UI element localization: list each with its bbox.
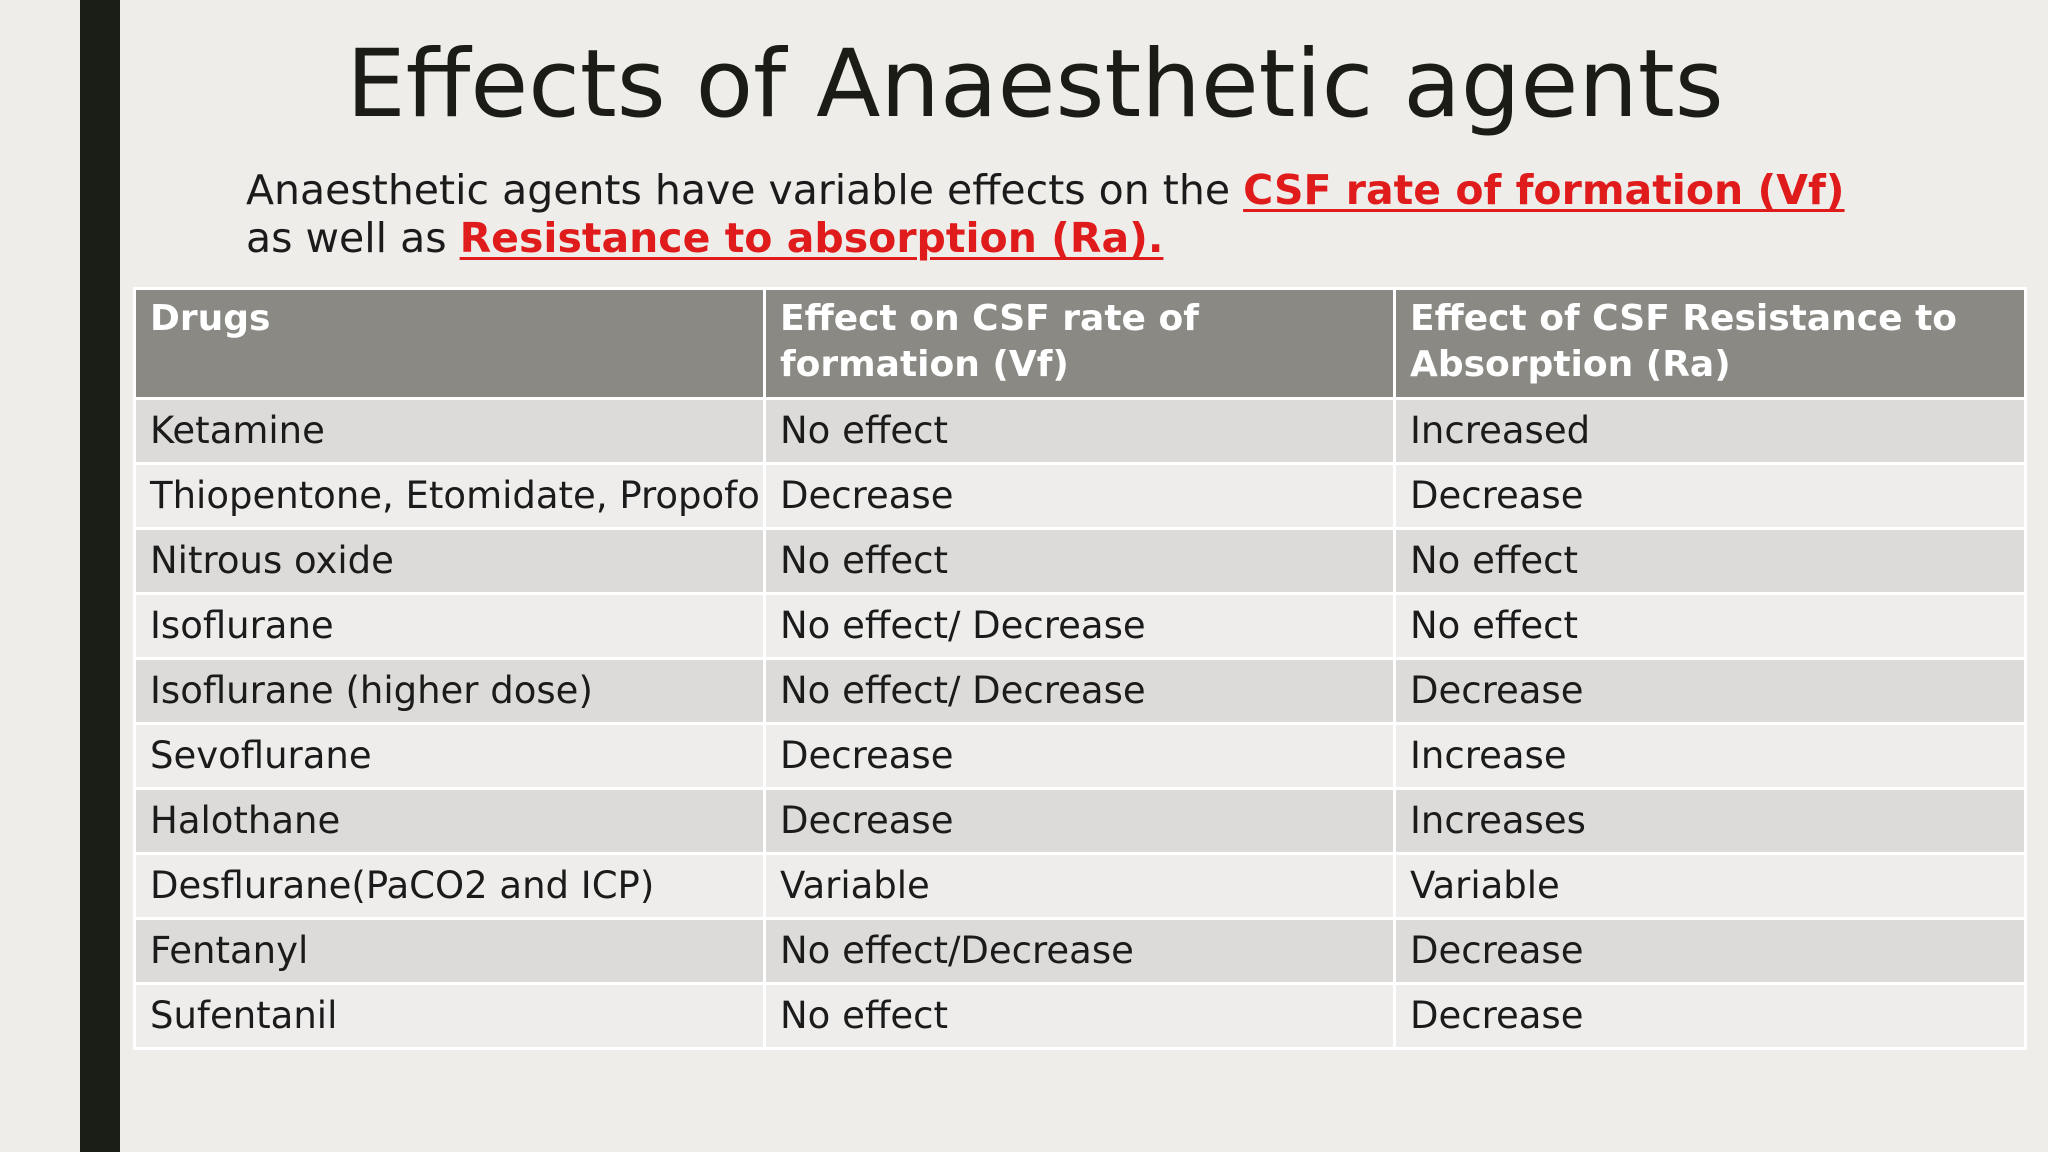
- ra-cell: Decrease: [1393, 462, 2027, 530]
- table-row: Nitrous oxide No effect No effect: [133, 527, 2027, 595]
- ra-cell: Decrease: [1393, 917, 2027, 985]
- intro-text-before: Anaesthetic agents have variable effects…: [246, 166, 1244, 214]
- intro-highlight-ra: Resistance to absorption (Ra).: [459, 214, 1164, 262]
- table-row: Halothane Decrease Increases: [133, 787, 2027, 855]
- ra-cell: Decrease: [1393, 982, 2027, 1050]
- drug-cell: Halothane: [133, 787, 766, 855]
- vf-cell: Decrease: [763, 462, 1396, 530]
- table-row: Isoflurane (higher dose) No effect/ Decr…: [133, 657, 2027, 725]
- table-row: Desflurane(PaCO2 and ICP) Variable Varia…: [133, 852, 2027, 920]
- drug-cell: Thiopentone, Etomidate, Propofol: [133, 462, 766, 530]
- header-ra-effect: Effect of CSF Resistance to Absorption (…: [1393, 287, 2027, 400]
- table-row: Fentanyl No effect/Decrease Decrease: [133, 917, 2027, 985]
- header-vf-effect: Effect on CSF rate of formation (Vf): [763, 287, 1396, 400]
- ra-cell: No effect: [1393, 592, 2027, 660]
- intro-highlight-vf: CSF rate of formation (Vf): [1243, 166, 1845, 214]
- drug-cell: Isoflurane (higher dose): [133, 657, 766, 725]
- vf-cell: No effect: [763, 982, 1396, 1050]
- drug-cell: Nitrous oxide: [133, 527, 766, 595]
- intro-text-middle: as well as: [246, 214, 460, 262]
- vf-cell: Decrease: [763, 787, 1396, 855]
- table-header-row: Drugs Effect on CSF rate of formation (V…: [133, 287, 2027, 400]
- drug-cell: Isoflurane: [133, 592, 766, 660]
- ra-cell: Increased: [1393, 397, 2027, 465]
- header-drugs: Drugs: [133, 287, 766, 400]
- ra-cell: Increase: [1393, 722, 2027, 790]
- vf-cell: No effect/Decrease: [763, 917, 1396, 985]
- drug-effects-table: Drugs Effect on CSF rate of formation (V…: [133, 287, 2027, 1050]
- drug-cell: Sufentanil: [133, 982, 766, 1050]
- drug-cell: Sevoflurane: [133, 722, 766, 790]
- slide-title: Effects of Anaesthetic agents: [346, 30, 1724, 139]
- table-row: Sufentanil No effect Decrease: [133, 982, 2027, 1050]
- drug-cell: Fentanyl: [133, 917, 766, 985]
- ra-cell: Variable: [1393, 852, 2027, 920]
- drug-cell: Ketamine: [133, 397, 766, 465]
- table-row: Isoflurane No effect/ Decrease No effect: [133, 592, 2027, 660]
- table-row: Thiopentone, Etomidate, Propofol Decreas…: [133, 462, 2027, 530]
- vf-cell: Variable: [763, 852, 1396, 920]
- table-row: Ketamine No effect Increased: [133, 397, 2027, 465]
- ra-cell: Increases: [1393, 787, 2027, 855]
- ra-cell: No effect: [1393, 527, 2027, 595]
- vf-cell: No effect: [763, 397, 1396, 465]
- vf-cell: Decrease: [763, 722, 1396, 790]
- ra-cell: Decrease: [1393, 657, 2027, 725]
- side-accent-bar: [80, 0, 120, 1152]
- vf-cell: No effect: [763, 527, 1396, 595]
- drug-cell: Desflurane(PaCO2 and ICP): [133, 852, 766, 920]
- vf-cell: No effect/ Decrease: [763, 657, 1396, 725]
- table-row: Sevoflurane Decrease Increase: [133, 722, 2027, 790]
- vf-cell: No effect/ Decrease: [763, 592, 1396, 660]
- intro-text: Anaesthetic agents have variable effects…: [246, 166, 1846, 262]
